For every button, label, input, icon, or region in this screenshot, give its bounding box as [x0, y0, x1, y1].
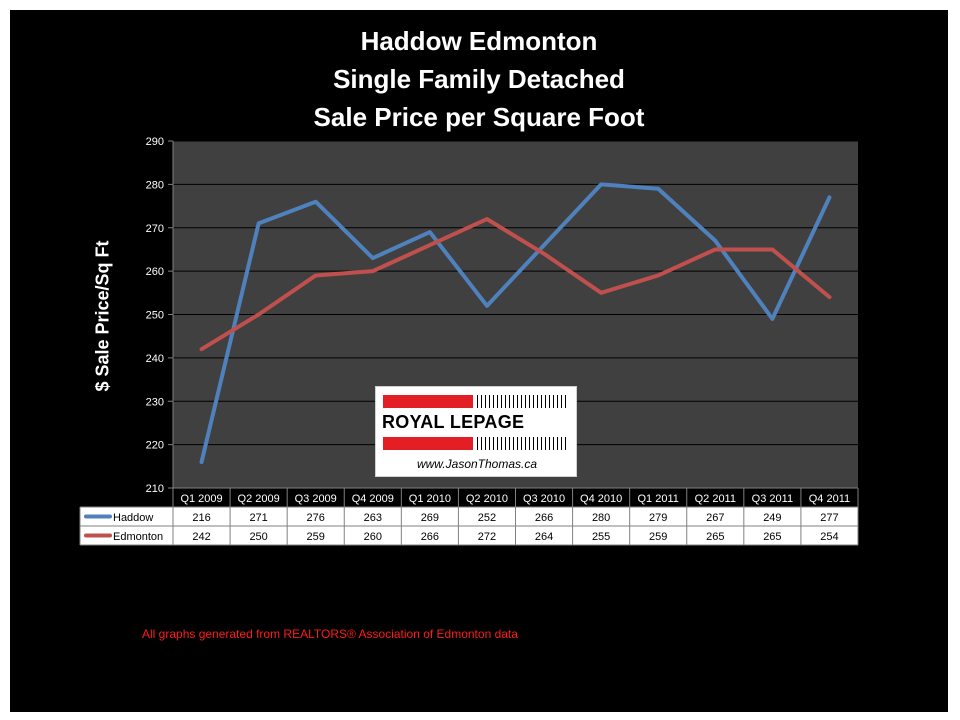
- y-tick-label: 290: [146, 136, 164, 148]
- x-category-label: Q1 2009: [180, 493, 222, 505]
- y-tick-label: 270: [146, 223, 164, 235]
- x-category-label: Q4 2010: [580, 493, 622, 505]
- logo-website: www.JasonThomas.ca: [416, 457, 538, 471]
- data-table-value: 252: [478, 512, 496, 524]
- royal-lepage-logo: ROYAL LEPAGE www.JasonThomas.ca: [375, 386, 577, 477]
- data-table-value: 279: [649, 512, 667, 524]
- series-line-edmonton: [199, 217, 832, 352]
- data-table-value: 255: [592, 531, 610, 543]
- data-table-value: 254: [820, 531, 838, 543]
- data-table-value: 260: [364, 531, 382, 543]
- chart-title-line-1: Haddow Edmonton: [360, 26, 598, 56]
- x-category-label: Q3 2010: [523, 493, 565, 505]
- data-table-value: 277: [820, 512, 838, 524]
- logo-wordmark: ROYAL LEPAGE: [382, 412, 525, 432]
- x-category-label: Q4 2011: [809, 493, 850, 505]
- data-table-value: 259: [307, 531, 325, 543]
- data-table-value: 276: [307, 512, 325, 524]
- chart-title-line-2: Single Family Detached: [333, 64, 625, 94]
- logo-red-bar-top: [383, 395, 473, 408]
- data-table-value: 265: [763, 531, 781, 543]
- x-category-label: Q4 2009: [352, 493, 394, 505]
- y-tick-label: 210: [146, 483, 164, 495]
- y-tick-label: 280: [146, 179, 164, 191]
- legend-label-edmonton: Edmonton: [113, 531, 163, 543]
- data-source-footnote: All graphs generated from REALTORS® Asso…: [142, 627, 518, 641]
- y-tick-label: 220: [146, 440, 164, 452]
- x-category-label: Q1 2010: [409, 493, 451, 505]
- x-category-label: Q1 2011: [638, 493, 679, 505]
- data-table-value: 280: [592, 512, 610, 524]
- data-table-value: 263: [364, 512, 382, 524]
- data-table-value: 216: [192, 512, 210, 524]
- x-category-label: Q2 2010: [466, 493, 508, 505]
- data-table-value: 266: [535, 512, 553, 524]
- data-table-value: 265: [706, 531, 724, 543]
- legend-label-haddow: Haddow: [113, 512, 153, 524]
- x-category-label: Q3 2009: [295, 493, 337, 505]
- data-table-value: 250: [249, 531, 267, 543]
- x-category-label: Q2 2009: [238, 493, 280, 505]
- data-table-value: 249: [763, 512, 781, 524]
- logo-barcode-top: [477, 395, 569, 408]
- logo-red-bar-bottom: [383, 437, 473, 450]
- chart-title-line-3: Sale Price per Square Foot: [313, 102, 645, 132]
- data-table-value: 266: [421, 531, 439, 543]
- x-category-label: Q3 2011: [752, 493, 793, 505]
- y-tick-label: 240: [146, 353, 164, 365]
- y-tick-label: 250: [146, 310, 164, 322]
- x-category-label: Q2 2011: [695, 493, 736, 505]
- logo-barcode-bottom: [477, 437, 569, 450]
- data-table-value: 264: [535, 531, 553, 543]
- series-line-haddow: [199, 182, 832, 464]
- data-table-value: 259: [649, 531, 667, 543]
- y-tick-label: 230: [146, 396, 164, 408]
- data-table-value: 267: [706, 512, 724, 524]
- data-table-value: 269: [421, 512, 439, 524]
- data-table-value: 242: [192, 531, 210, 543]
- y-tick-label: 260: [146, 266, 164, 278]
- data-table-value: 271: [249, 512, 267, 524]
- data-table-value: 272: [478, 531, 496, 543]
